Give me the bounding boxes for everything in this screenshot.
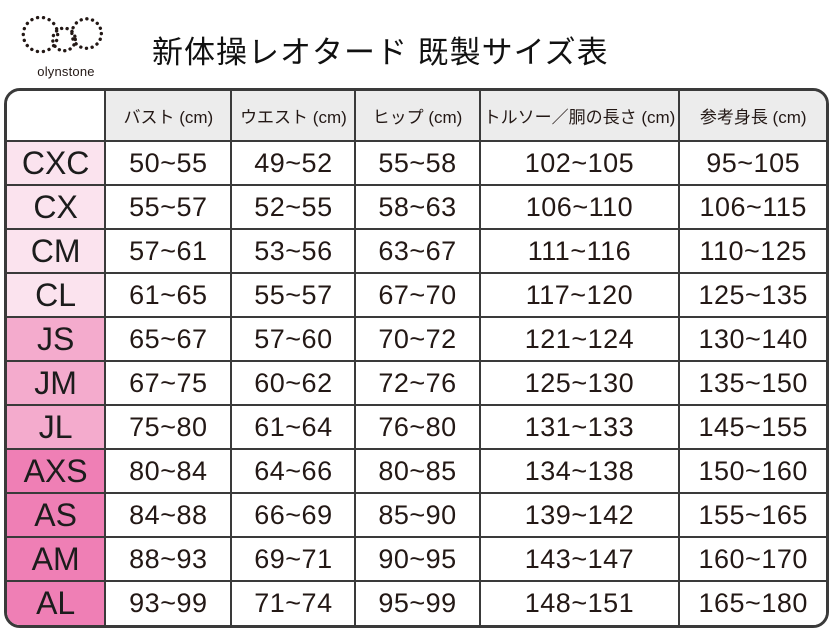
- table-cell: 67~70: [354, 272, 481, 318]
- table-row: AS 84~88 66~69 85~90 139~142 155~165: [7, 492, 826, 538]
- size-row-label: AXS: [7, 448, 107, 494]
- size-row-label: AS: [7, 492, 107, 538]
- table-cell: 93~99: [104, 580, 233, 625]
- table-cell: 72~76: [354, 360, 481, 406]
- table-cell: 155~165: [678, 492, 826, 538]
- table-cell: 150~160: [678, 448, 826, 494]
- table-cell: 49~52: [230, 140, 357, 186]
- size-row-label: CX: [7, 184, 107, 230]
- table-cell: 70~72: [354, 316, 481, 362]
- table-cell: 57~61: [104, 228, 233, 274]
- page-title: 新体操レオタード 既製サイズ表: [152, 35, 609, 70]
- size-row-label: CL: [7, 272, 107, 318]
- table-row: CXC 50~55 49~52 55~58 102~105 95~105: [7, 140, 826, 186]
- table-cell: 84~88: [104, 492, 233, 538]
- table-cell: 57~60: [230, 316, 357, 362]
- header-torso: トルソー／胴の長さ (cm): [478, 91, 681, 142]
- table-cell: 95~105: [678, 140, 826, 186]
- size-row-label: JL: [7, 404, 107, 450]
- header-height: 参考身長 (cm): [678, 91, 826, 142]
- table-row: CX 55~57 52~55 58~63 106~110 106~115: [7, 184, 826, 230]
- table-row: AM 88~93 69~71 90~95 143~147 160~170: [7, 536, 826, 582]
- table-cell: 139~142: [478, 492, 681, 538]
- table-cell: 76~80: [354, 404, 481, 450]
- size-row-label: AM: [7, 536, 107, 582]
- size-row-label: JS: [7, 316, 107, 362]
- table-header-row: バスト (cm) ウエスト (cm) ヒップ (cm) トルソー／胴の長さ (c…: [7, 91, 826, 142]
- table-cell: 75~80: [104, 404, 233, 450]
- table-cell: 80~85: [354, 448, 481, 494]
- table-cell: 71~74: [230, 580, 357, 625]
- table-cell: 65~67: [104, 316, 233, 362]
- table-cell: 55~57: [104, 184, 233, 230]
- table-cell: 66~69: [230, 492, 357, 538]
- size-row-label: JM: [7, 360, 107, 406]
- table-cell: 145~155: [678, 404, 826, 450]
- table-cell: 85~90: [354, 492, 481, 538]
- size-table-grid: バスト (cm) ウエスト (cm) ヒップ (cm) トルソー／胴の長さ (c…: [7, 91, 826, 625]
- size-row-label: CM: [7, 228, 107, 274]
- table-cell: 121~124: [478, 316, 681, 362]
- size-row-label: CXC: [7, 140, 107, 186]
- size-table: バスト (cm) ウエスト (cm) ヒップ (cm) トルソー／胴の長さ (c…: [4, 88, 829, 628]
- size-row-label: AL: [7, 580, 107, 625]
- table-cell: 90~95: [354, 536, 481, 582]
- table-cell: 69~71: [230, 536, 357, 582]
- table-cell: 55~58: [354, 140, 481, 186]
- table-cell: 52~55: [230, 184, 357, 230]
- table-cell: 125~130: [478, 360, 681, 406]
- table-cell: 61~65: [104, 272, 233, 318]
- logo-text: olynstone: [37, 64, 95, 79]
- table-cell: 106~110: [478, 184, 681, 230]
- table-cell: 50~55: [104, 140, 233, 186]
- table-row: CL 61~65 55~57 67~70 117~120 125~135: [7, 272, 826, 318]
- table-cell: 63~67: [354, 228, 481, 274]
- table-cell: 165~180: [678, 580, 826, 625]
- table-row: JL 75~80 61~64 76~80 131~133 145~155: [7, 404, 826, 450]
- table-cell: 117~120: [478, 272, 681, 318]
- table-row: JM 67~75 60~62 72~76 125~130 135~150: [7, 360, 826, 406]
- table-cell: 143~147: [478, 536, 681, 582]
- table-cell: 148~151: [478, 580, 681, 625]
- table-row: JS 65~67 57~60 70~72 121~124 130~140: [7, 316, 826, 362]
- header-hip: ヒップ (cm): [354, 91, 481, 142]
- header-bust: バスト (cm): [104, 91, 233, 142]
- table-cell: 67~75: [104, 360, 233, 406]
- table-cell: 111~116: [478, 228, 681, 274]
- table-cell: 135~150: [678, 360, 826, 406]
- table-row: AL 93~99 71~74 95~99 148~151 165~180: [7, 580, 826, 625]
- table-cell: 61~64: [230, 404, 357, 450]
- table-cell: 60~62: [230, 360, 357, 406]
- header-waist: ウエスト (cm): [230, 91, 357, 142]
- table-cell: 58~63: [354, 184, 481, 230]
- table-cell: 102~105: [478, 140, 681, 186]
- table-cell: 131~133: [478, 404, 681, 450]
- table-row: CM 57~61 53~56 63~67 111~116 110~125: [7, 228, 826, 274]
- table-cell: 130~140: [678, 316, 826, 362]
- table-cell: 80~84: [104, 448, 233, 494]
- table-cell: 95~99: [354, 580, 481, 625]
- table-cell: 106~115: [678, 184, 826, 230]
- table-cell: 53~56: [230, 228, 357, 274]
- brand-logo: olynstone: [12, 6, 120, 79]
- table-row: AXS 80~84 64~66 80~85 134~138 150~160: [7, 448, 826, 494]
- table-cell: 88~93: [104, 536, 233, 582]
- header-corner-cell: [7, 91, 107, 142]
- dotted-circles-icon: [21, 15, 104, 54]
- page-header: olynstone 新体操レオタード 既製サイズ表: [12, 6, 609, 79]
- table-cell: 110~125: [678, 228, 826, 274]
- table-cell: 125~135: [678, 272, 826, 318]
- table-cell: 160~170: [678, 536, 826, 582]
- table-cell: 55~57: [230, 272, 357, 318]
- table-cell: 64~66: [230, 448, 357, 494]
- table-cell: 134~138: [478, 448, 681, 494]
